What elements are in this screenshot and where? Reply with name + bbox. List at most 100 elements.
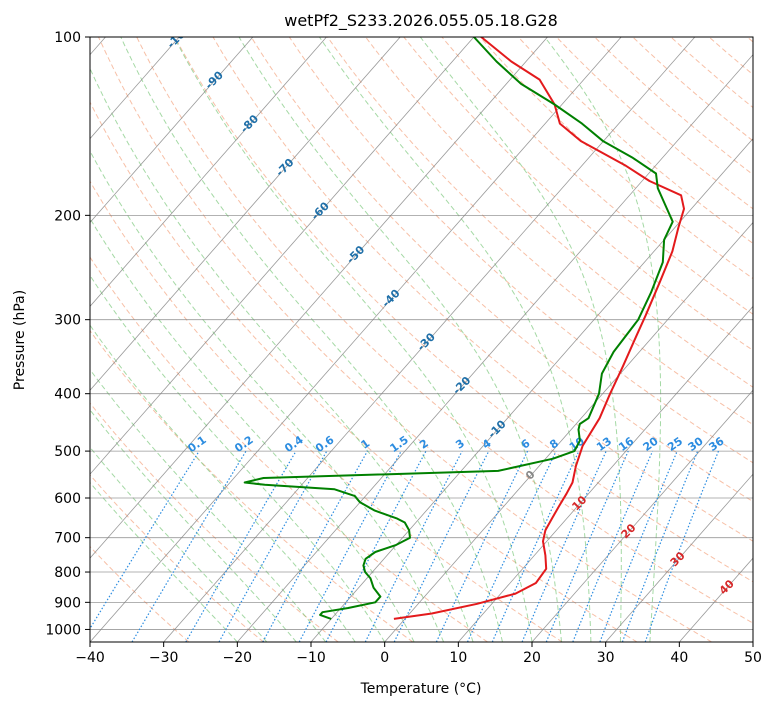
moist-adiabat-line bbox=[90, 217, 415, 642]
plot-frame bbox=[89, 36, 754, 643]
y-tick-label: 300 bbox=[54, 313, 81, 329]
mixing-ratio-label: 1.5 bbox=[387, 433, 410, 455]
isotherm-line bbox=[90, 37, 180, 140]
dry-adiabat-line bbox=[479, 37, 753, 280]
isotherm-line bbox=[605, 473, 753, 642]
moist-adiabat-line bbox=[90, 446, 268, 642]
y-tick-label: 600 bbox=[54, 491, 81, 507]
dry-adiabat-line bbox=[98, 37, 712, 642]
mixing-ratio-line bbox=[644, 450, 720, 642]
mixing-ratio-line bbox=[393, 450, 490, 642]
x-tick-label: 0 bbox=[380, 650, 389, 666]
dry-adiabat-line bbox=[90, 474, 264, 642]
x-tick-label: 50 bbox=[744, 650, 762, 666]
isotherm-line bbox=[310, 137, 753, 642]
mixing-ratio-line bbox=[90, 450, 200, 630]
x-tick-label: −20 bbox=[223, 650, 253, 666]
x-tick-label: 30 bbox=[597, 650, 615, 666]
mixing-ratio-line bbox=[185, 450, 297, 642]
dry-adiabat-line bbox=[136, 37, 753, 624]
moist-adiabat-line bbox=[90, 324, 356, 642]
y-tick-label: 100 bbox=[54, 30, 81, 46]
mixing-ratio-line bbox=[325, 450, 427, 642]
y-axis-title: Pressure (hPa) bbox=[12, 290, 28, 390]
x-tick-label: 40 bbox=[670, 650, 688, 666]
mixing-ratio-label: 0.1 bbox=[185, 433, 208, 455]
moist-adiabat-line bbox=[419, 37, 622, 642]
isotherm-line bbox=[163, 37, 696, 642]
x-axis-title: Temperature (°C) bbox=[360, 681, 482, 697]
moist-adiabat-line bbox=[90, 150, 445, 642]
isotherm-line bbox=[531, 389, 753, 642]
y-tick-label: 1000 bbox=[45, 622, 81, 638]
dry-adiabat-line bbox=[556, 37, 753, 210]
isotherm-line bbox=[237, 54, 753, 642]
moist-adiabat-line bbox=[90, 67, 474, 642]
profile-lines bbox=[243, 37, 685, 620]
mixing-ratio-label-group: 0.1 0.2 0.4 0.6 1 1.5 2 3 4 6 8 10 13 16 20 25 30 36 bbox=[185, 433, 726, 455]
mixing-ratio-line bbox=[545, 450, 629, 642]
y-tick-label: 500 bbox=[54, 444, 81, 460]
dry-adiabat-line bbox=[327, 37, 753, 426]
moist-adiabat-line bbox=[544, 37, 662, 642]
dry-adiabat-line bbox=[174, 37, 753, 583]
mixing-ratio-label: 3 bbox=[453, 437, 467, 452]
isotherm-line bbox=[90, 37, 401, 391]
moist-adiabat-line bbox=[90, 481, 238, 642]
dry-adiabat-line bbox=[708, 37, 753, 76]
dry-adiabat-line bbox=[632, 37, 753, 142]
mixing-ratio-line bbox=[572, 450, 654, 642]
mixing-ratio-line bbox=[298, 450, 402, 642]
isotherm-line bbox=[90, 37, 327, 307]
dry-adiabat-line bbox=[670, 37, 753, 109]
mixing-ratio-line bbox=[262, 450, 368, 642]
dewpoint-profile-line bbox=[243, 37, 674, 620]
moist-adiabat-line bbox=[90, 409, 297, 642]
moist-adiabat-line bbox=[173, 37, 533, 642]
mixing-ratio-line bbox=[621, 450, 699, 642]
isotherm-line bbox=[384, 221, 753, 642]
x-tick-label: −40 bbox=[75, 650, 105, 666]
x-tick-label: 10 bbox=[449, 650, 467, 666]
isotherm-line bbox=[90, 37, 254, 224]
background-lines bbox=[90, 37, 753, 642]
isotherm-line bbox=[458, 305, 753, 642]
y-tick-label: 400 bbox=[54, 387, 81, 403]
y-tick-label: 200 bbox=[54, 208, 81, 224]
x-axis: −40 −30 −20 −10 0 10 20 30 40 50 bbox=[75, 642, 762, 666]
moist-adiabat-line bbox=[90, 368, 327, 642]
isotherm-line bbox=[90, 37, 475, 475]
mixing-ratio-label: 6 bbox=[519, 437, 533, 452]
moist-adiabat-line bbox=[120, 37, 503, 642]
x-tick-label: 20 bbox=[523, 650, 541, 666]
mixing-ratio-line bbox=[364, 450, 463, 642]
dry-adiabat-line bbox=[90, 180, 563, 642]
moist-adiabat-line bbox=[238, 37, 562, 642]
mixing-ratio-line bbox=[435, 450, 529, 642]
y-tick-label: 900 bbox=[54, 595, 81, 611]
dry-adiabat-line bbox=[90, 256, 488, 642]
dry-adiabat-line bbox=[90, 329, 414, 642]
dry-adiabat-line bbox=[90, 545, 190, 642]
y-tick-label: 800 bbox=[54, 565, 81, 581]
dry-adiabat-line bbox=[441, 37, 753, 315]
temperature-profile-line bbox=[393, 37, 685, 620]
dry-adiabat-line bbox=[746, 37, 753, 43]
mixing-ratio-label: 0.2 bbox=[232, 433, 255, 455]
chart-title: wetPf2_S233.2026.055.05.18.G28 bbox=[284, 11, 558, 31]
dry-adiabat-line bbox=[250, 37, 753, 503]
mixing-ratio-label: 0.6 bbox=[313, 433, 337, 455]
x-tick-label: −30 bbox=[149, 650, 179, 666]
mixing-ratio-line bbox=[491, 450, 580, 642]
y-tick-label: 700 bbox=[54, 531, 81, 547]
isotherm-line bbox=[752, 641, 753, 642]
dry-adiabat-line bbox=[403, 37, 753, 351]
dry-adiabat-line bbox=[365, 37, 753, 388]
mixing-ratio-label: 0.4 bbox=[282, 433, 306, 455]
isotherm-line bbox=[90, 37, 622, 642]
mixing-ratio-line bbox=[466, 450, 557, 642]
x-tick-label: −10 bbox=[296, 650, 326, 666]
moist-adiabat-line bbox=[90, 274, 386, 642]
